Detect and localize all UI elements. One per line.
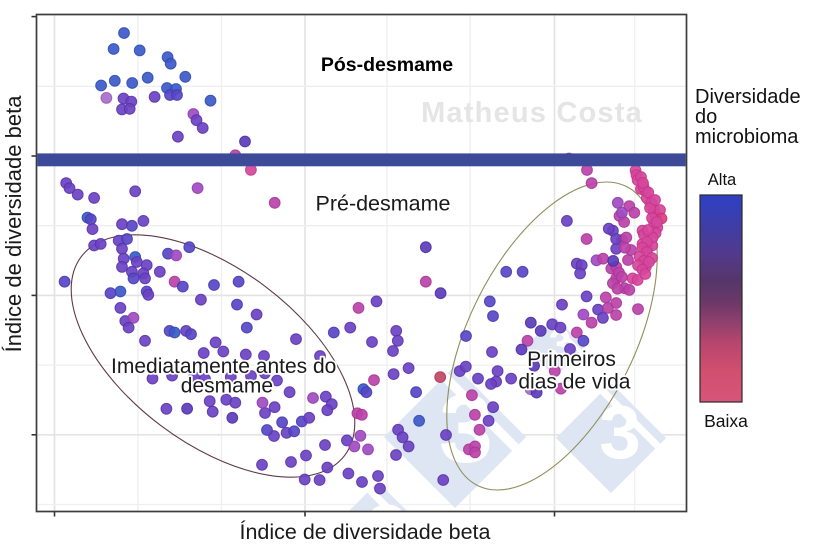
svg-text:Diversidade: Diversidade [695,86,801,108]
svg-text:desmame: desmame [181,375,273,398]
svg-text:Baixa: Baixa [704,411,748,431]
svg-text:Índice de diversidade beta: Índice de diversidade beta [1,95,26,353]
svg-text:Alta: Alta [708,171,737,189]
svg-text:3: 3 [599,390,641,474]
svg-text:do: do [695,106,717,128]
svg-text:3: 3 [549,321,572,367]
svg-text:dias de vida: dias de vida [518,371,630,394]
svg-text:Matheus Costa: Matheus Costa [421,97,643,129]
svg-text:Pós-desmame: Pós-desmame [321,54,453,76]
svg-text:microbioma: microbioma [695,126,799,148]
svg-text:Índice de diversidade beta: Índice de diversidade beta [239,519,490,544]
svg-text:Pré-desmame: Pré-desmame [315,192,450,216]
svg-text:Imediatamente antes do: Imediatamente antes do [111,355,336,378]
svg-text:3: 3 [366,489,408,548]
svg-text:Primeiros: Primeiros [527,348,616,371]
